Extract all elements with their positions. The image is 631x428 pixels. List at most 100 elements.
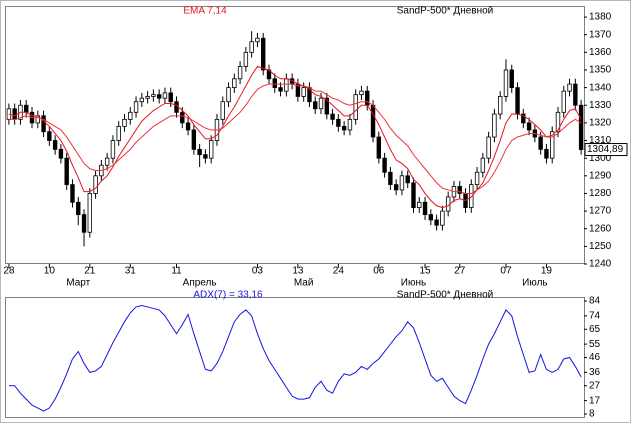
candle-body <box>249 41 254 53</box>
month-label: Апрель <box>183 278 217 289</box>
candle-body <box>434 219 439 226</box>
candle-body <box>503 69 509 97</box>
candle-body <box>104 157 110 166</box>
candle-body <box>116 126 121 141</box>
y-tick-label: 1270 <box>589 206 612 217</box>
price-subtitle: SandP-500* Дневной <box>397 6 494 17</box>
candle-body <box>313 101 318 110</box>
x-tick-label: 15 <box>419 266 431 277</box>
x-tick-label: 11 <box>171 266 182 277</box>
x-tick-label: 06 <box>373 266 385 277</box>
candle-body <box>405 175 410 184</box>
y-tick-label: 17 <box>589 395 601 406</box>
candle-body <box>185 122 191 131</box>
candle-body <box>526 122 532 131</box>
candle-body <box>220 101 225 120</box>
candle-body <box>237 66 243 80</box>
candle-body <box>197 148 202 156</box>
candle-body <box>162 92 168 99</box>
candle-body <box>365 90 370 106</box>
candle-body <box>208 140 214 159</box>
candle-body <box>324 97 329 115</box>
ema-line <box>8 83 582 194</box>
adx-subtitle: SandP-500* Дневной <box>397 290 494 301</box>
x-tick-label: 19 <box>541 266 553 277</box>
adx-panel <box>5 297 585 418</box>
candle-body <box>318 97 324 110</box>
candle-body <box>370 104 376 138</box>
candle-body <box>561 90 566 113</box>
candle-body <box>480 157 486 173</box>
y-tick-label: 27 <box>589 380 601 391</box>
candle-body <box>555 111 561 133</box>
candle-body <box>359 90 364 96</box>
candle-body <box>382 157 387 173</box>
candle-body <box>272 78 277 89</box>
candle-body <box>64 157 69 186</box>
month-label: Март <box>66 278 90 289</box>
candle-body <box>428 214 434 221</box>
candle-body <box>278 87 283 92</box>
candle-body <box>133 101 139 113</box>
candle-body <box>301 87 306 97</box>
candle-body <box>24 104 29 113</box>
candle-body <box>550 131 555 159</box>
candle-body <box>417 201 422 208</box>
candle-body <box>411 182 416 208</box>
candle-body <box>515 87 520 115</box>
candle-body <box>393 184 399 191</box>
y-tick-label: 1350 <box>589 65 612 76</box>
y-tick-label: 8 <box>589 409 595 420</box>
candle-body <box>509 69 514 89</box>
candle-body <box>399 175 405 191</box>
candle-body <box>347 118 353 131</box>
x-tick-label: 10 <box>44 266 56 277</box>
x-tick-label: 27 <box>454 266 466 277</box>
y-tick-label: 36 <box>589 367 601 378</box>
candle-body <box>76 201 81 216</box>
candle-body <box>497 96 503 115</box>
candle-body <box>521 113 526 124</box>
y-tick-label: 1280 <box>589 188 612 199</box>
price-panel <box>5 6 585 264</box>
candle-body <box>12 108 17 120</box>
candle-body <box>284 78 289 92</box>
y-tick-label: 65 <box>589 324 601 335</box>
y-tick-label: 1360 <box>589 47 612 58</box>
x-tick-label: 13 <box>292 266 304 277</box>
x-tick-label: 31 <box>125 266 137 277</box>
candle-body <box>156 94 162 99</box>
candle-body <box>538 136 543 150</box>
candle-body <box>336 118 341 127</box>
candle-body <box>544 148 549 159</box>
ema-line <box>8 65 582 209</box>
candle-body <box>255 37 260 43</box>
last-price-label: 1304,89 <box>587 144 624 155</box>
month-label: Май <box>294 278 314 289</box>
x-tick-label: 07 <box>500 266 512 277</box>
y-tick-label: 1290 <box>589 170 612 181</box>
candle-body <box>226 87 231 103</box>
y-tick-label: 1330 <box>589 100 612 111</box>
y-tick-label: 1260 <box>589 223 612 234</box>
candle-body <box>168 92 173 103</box>
candle-body <box>330 113 335 120</box>
y-tick-label: 1340 <box>589 82 612 93</box>
candle-body <box>47 131 52 141</box>
candle-body <box>457 185 462 194</box>
price-title: EMA 7,14 <box>183 6 227 17</box>
adx-line <box>8 304 582 412</box>
candle-body <box>573 83 578 106</box>
candle-body <box>41 115 46 133</box>
candle-body <box>145 96 150 99</box>
candle-body <box>440 210 445 226</box>
x-tick-label: 21 <box>84 266 96 277</box>
candle-body <box>93 175 98 194</box>
y-tick-label: 1310 <box>589 135 612 146</box>
candle-body <box>191 129 197 150</box>
x-tick-label: 03 <box>252 266 264 277</box>
candle-body <box>87 193 93 233</box>
candle-body <box>52 140 58 150</box>
candle-body <box>341 126 347 131</box>
